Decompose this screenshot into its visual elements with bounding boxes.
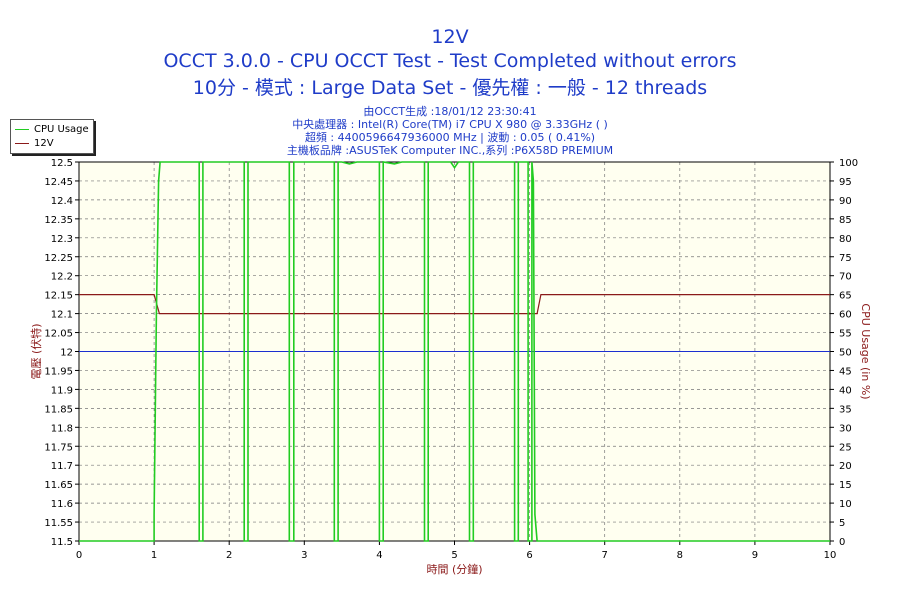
y-left-tick-label: 12.35: [44, 215, 73, 226]
y-right-tick-label: 30: [839, 423, 852, 434]
y-left-tick-label: 12.4: [51, 196, 73, 207]
y-left-tick-label: 12.05: [44, 329, 73, 340]
y-right-tick-label: 40: [839, 385, 852, 396]
y-right-tick-label: 50: [839, 348, 852, 359]
y-right-tick-label: 0: [839, 537, 845, 548]
y-left-tick-label: 11.55: [44, 518, 73, 529]
y-right-tick-label: 60: [839, 310, 852, 321]
y-left-tick-label: 11.65: [44, 480, 73, 491]
x-tick-label: 1: [151, 550, 157, 561]
chart-title: 12V: [431, 26, 469, 48]
legend-label-cpu: CPU Usage: [34, 123, 89, 135]
y-right-tick-label: 95: [839, 177, 852, 188]
y-left-tick-label: 12.3: [51, 234, 73, 245]
y-left-tick-label: 11.5: [51, 537, 73, 548]
y-left-tick-label: 12.15: [44, 291, 73, 302]
y-right-axis-label: CPU Usage (in %): [859, 303, 872, 399]
info-motherboard: 主機板品牌 :ASUSTeK Computer INC.,系列 :P6X58D …: [286, 144, 614, 157]
x-tick-label: 6: [526, 550, 532, 561]
legend-swatch-12v: [15, 142, 29, 144]
y-right-tick-label: 75: [839, 253, 852, 264]
series-line-cpu-usage: [79, 161, 830, 542]
y-right-tick-label: 85: [839, 215, 852, 226]
y-left-axis-label: 電壓 (伏特): [29, 323, 43, 379]
legend-item-cpu: CPU Usage: [15, 123, 89, 135]
x-tick-label: 0: [76, 550, 82, 561]
legend: CPU Usage 12V: [10, 119, 94, 154]
y-right-tick-label: 10: [839, 499, 852, 510]
y-left-tick-label: 11.8: [51, 423, 73, 434]
y-right-tick-label: 5: [839, 518, 845, 529]
x-tick-label: 4: [376, 550, 382, 561]
info-generated: 由OCCT生成 :18/01/12 23:30:41: [363, 105, 537, 118]
y-left-tick-label: 11.85: [44, 404, 73, 415]
y-right-tick-label: 80: [839, 234, 852, 245]
x-tick-label: 7: [602, 550, 608, 561]
x-tick-label: 2: [226, 550, 232, 561]
y-right-tick-label: 90: [839, 196, 852, 207]
legend-swatch-cpu: [15, 128, 29, 130]
y-right-tick-label: 25: [839, 442, 852, 453]
info-cpu: 中央處理器 : Intel(R) Core(TM) i7 CPU X 980 @…: [292, 118, 608, 131]
y-right-tick-label: 35: [839, 404, 852, 415]
series-line-12v: [79, 294, 830, 315]
y-right-tick-label: 65: [839, 291, 852, 302]
y-left-tick-label: 11.6: [51, 499, 73, 510]
chart-subtitle-mode: 10分 - 模式 : Large Data Set - 優先權 : 一般 - 1…: [192, 77, 708, 99]
y-left-tick-label: 12.2: [51, 272, 73, 283]
y-right-tick-label: 15: [839, 480, 852, 491]
legend-label-12v: 12V: [34, 137, 54, 149]
x-tick-label: 3: [301, 550, 307, 561]
y-left-tick-label: 12.25: [44, 253, 73, 264]
y-left-tick-label: 12.45: [44, 177, 73, 188]
y-right-tick-label: 45: [839, 366, 852, 377]
y-right-tick-label: 20: [839, 461, 852, 472]
y-right-tick-label: 100: [839, 158, 858, 169]
chart-subtitle-test: OCCT 3.0.0 - CPU OCCT Test - Test Comple…: [163, 50, 737, 72]
y-left-tick-label: 11.75: [44, 442, 73, 453]
y-left-tick-label: 11.95: [44, 366, 73, 377]
y-right-tick-label: 55: [839, 329, 852, 340]
info-overclock: 超頻 : 4400596647936000 MHz | 波動 : 0.05 ( …: [304, 131, 596, 144]
legend-item-12v: 12V: [15, 137, 54, 149]
y-left-tick-label: 11.7: [51, 461, 73, 472]
x-tick-label: 8: [677, 550, 683, 561]
y-left-tick-label: 12.1: [51, 310, 73, 321]
y-left-tick-label: 11.9: [51, 385, 73, 396]
y-left-tick-label: 12.5: [51, 158, 73, 169]
x-axis-label: 時間 (分鐘): [426, 562, 482, 576]
x-tick-label: 10: [824, 550, 837, 561]
y-left-tick-label: 12: [60, 348, 73, 359]
x-tick-label: 5: [451, 550, 457, 561]
y-right-tick-label: 70: [839, 272, 852, 283]
x-tick-label: 9: [752, 550, 758, 561]
